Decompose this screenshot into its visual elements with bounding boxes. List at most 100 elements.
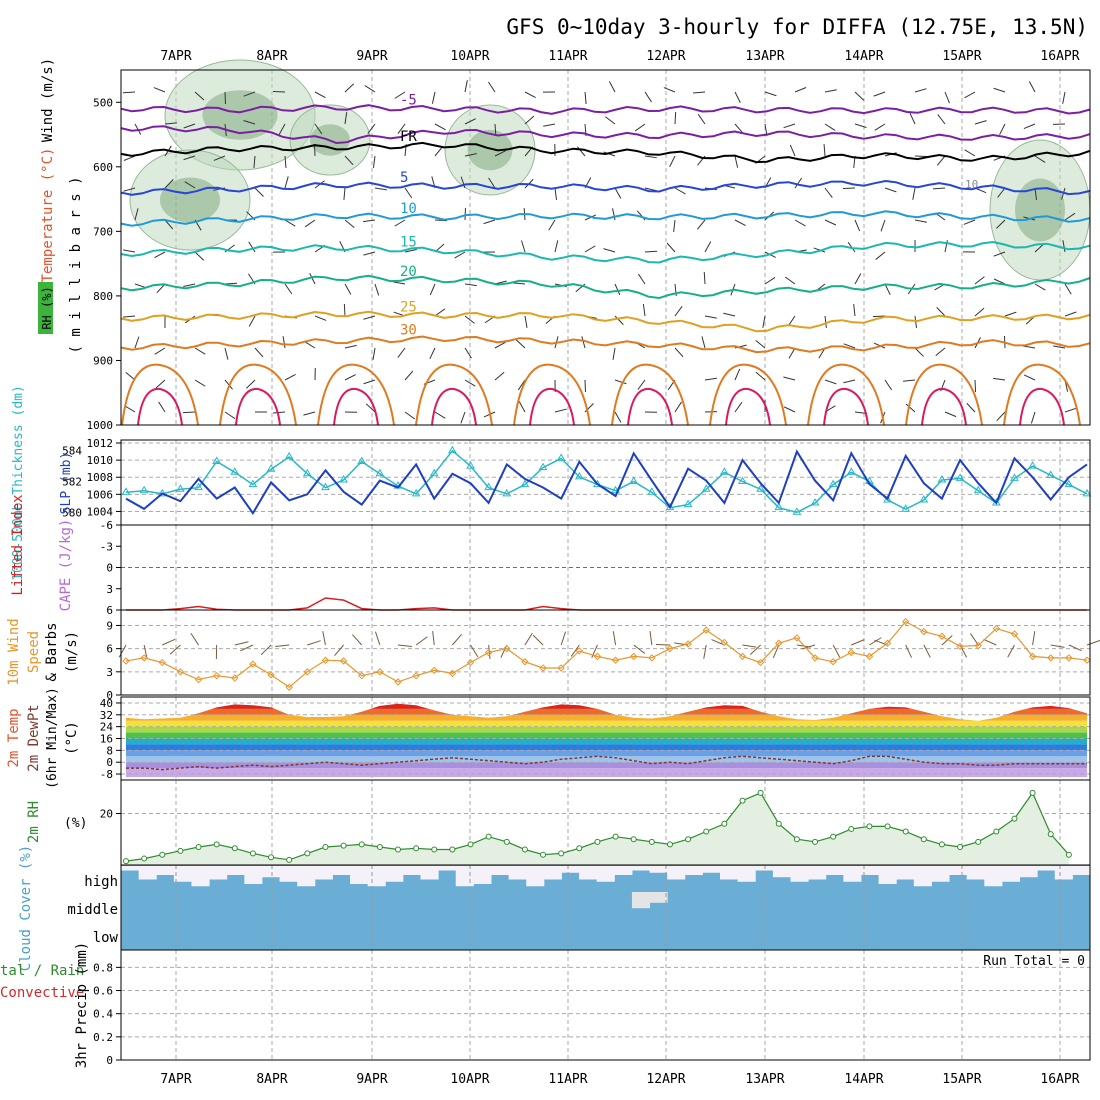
cloud-clear-high bbox=[931, 866, 950, 882]
y-tick-label: 9 bbox=[106, 619, 113, 632]
wind-barb bbox=[608, 81, 616, 93]
wind-barb bbox=[697, 113, 706, 125]
wind-barb bbox=[854, 273, 862, 285]
wind-barb bbox=[158, 401, 166, 413]
rh-marker bbox=[975, 838, 982, 845]
rh-marker bbox=[394, 846, 401, 853]
cloud-clear-high bbox=[209, 866, 228, 880]
wind-barb bbox=[548, 219, 556, 231]
wind-barb-10m bbox=[1050, 644, 1065, 648]
isotherm-35-loop bbox=[709, 363, 787, 426]
wind-barb bbox=[1064, 311, 1077, 317]
ylabel-precip-convective: Convective bbox=[0, 985, 84, 1001]
ylabel-cloud: Cloud Cover (%) bbox=[18, 845, 34, 971]
wind-speed-marker bbox=[122, 657, 130, 665]
wind-barb bbox=[674, 111, 677, 125]
wind-barb bbox=[704, 241, 712, 253]
wind-speed-marker bbox=[448, 669, 457, 678]
wind-barb bbox=[464, 347, 472, 359]
wind-barb bbox=[734, 91, 741, 103]
panel-border bbox=[120, 609, 1091, 696]
thickness-marker bbox=[756, 484, 765, 492]
wind-barb bbox=[1064, 212, 1076, 221]
wind-barb-10m bbox=[570, 644, 580, 657]
dewpoint-line bbox=[126, 755, 1087, 771]
wind-barb bbox=[344, 112, 348, 125]
wind-speed-marker bbox=[466, 658, 475, 667]
wind-barb bbox=[184, 181, 196, 189]
cloud-clear-high bbox=[684, 866, 703, 875]
cloud-clear-high bbox=[1019, 866, 1038, 878]
cloud-clear-middle bbox=[631, 892, 651, 909]
wind-barb bbox=[843, 343, 856, 349]
wind-speed-marker bbox=[738, 652, 747, 661]
date-label-top: 16APR bbox=[1040, 49, 1079, 64]
rh-marker bbox=[993, 828, 1000, 835]
rh-marker bbox=[358, 841, 365, 848]
wind-speed-marker bbox=[484, 648, 493, 657]
temp-band bbox=[126, 768, 1087, 777]
thickness-marker bbox=[230, 467, 240, 475]
cloud-clear-high bbox=[860, 866, 880, 875]
wind-barb bbox=[123, 249, 136, 253]
wind-speed-marker bbox=[376, 668, 384, 676]
isotherm-40-loop bbox=[725, 387, 771, 426]
thickness-marker bbox=[1028, 461, 1037, 469]
wind-speed-marker bbox=[720, 638, 729, 647]
wind-barb bbox=[644, 91, 652, 103]
wind-speed-marker bbox=[829, 658, 837, 666]
wind-speed-marker bbox=[394, 678, 402, 686]
rh-marker bbox=[757, 789, 764, 796]
rh-marker bbox=[812, 838, 819, 845]
isotherm-contour bbox=[120, 335, 1091, 354]
rh-marker bbox=[594, 838, 601, 845]
y-tick-label: 900 bbox=[93, 354, 113, 367]
wind-barb bbox=[663, 87, 676, 93]
wind-barb bbox=[248, 241, 256, 253]
y-tick-label: 16 bbox=[100, 733, 113, 746]
lifted-index-line bbox=[126, 597, 1087, 611]
rh-marker bbox=[485, 833, 492, 840]
ylabel-temperature: Temperature (°C) bbox=[40, 148, 56, 283]
wind-barb-10m bbox=[560, 631, 567, 646]
isotherm-35-loop bbox=[611, 363, 689, 426]
isotherm-label: 5 bbox=[400, 170, 408, 186]
y-tick-label: 1000 bbox=[87, 419, 114, 432]
wind-barb bbox=[394, 219, 406, 227]
isotherm-40-loop bbox=[529, 387, 575, 426]
cloud-clear-high bbox=[984, 866, 1003, 887]
wind-barb-10m bbox=[260, 644, 272, 656]
wind-barb bbox=[404, 411, 416, 420]
wind-barb bbox=[874, 123, 886, 131]
wind-barb-10m bbox=[905, 644, 912, 658]
wind-barb-10m bbox=[432, 631, 435, 646]
date-label-bottom: 8APR bbox=[256, 1072, 287, 1087]
wind-barb bbox=[464, 118, 476, 125]
ylabel-lifted-index: Lifted Index bbox=[10, 494, 26, 595]
wind-barb bbox=[788, 347, 796, 359]
wind-barb bbox=[1004, 311, 1017, 317]
panels: 7APR 7APR 8APR 8APR 9APR 9APR 10APR 10APR 11APR 1… bbox=[0, 49, 1100, 1087]
date-label-top: 13APR bbox=[745, 49, 784, 64]
wind-barb bbox=[404, 249, 417, 253]
wind-speed-marker bbox=[430, 666, 438, 674]
date-label-top: 11APR bbox=[548, 49, 587, 64]
chart-title: GFS 0~10day 3-hourly for DIFFA (12.75E, … bbox=[506, 15, 1088, 39]
isotherm-label: 10 bbox=[400, 201, 417, 217]
rh-marker bbox=[938, 841, 945, 848]
wind-speed-line bbox=[125, 620, 1088, 689]
wind-speed-marker bbox=[756, 658, 765, 667]
wind-barb bbox=[254, 187, 264, 197]
thickness-marker bbox=[284, 451, 294, 460]
cloud-level-label: high bbox=[84, 874, 118, 890]
wind-barb bbox=[997, 187, 1006, 198]
rh-marker bbox=[957, 843, 964, 850]
cloud-clear-high bbox=[279, 866, 298, 882]
thickness-marker bbox=[810, 498, 820, 506]
rh-marker bbox=[1065, 851, 1072, 858]
rh-marker bbox=[413, 845, 420, 852]
temp-band bbox=[126, 703, 1087, 709]
date-label-bottom: 11APR bbox=[548, 1072, 587, 1087]
